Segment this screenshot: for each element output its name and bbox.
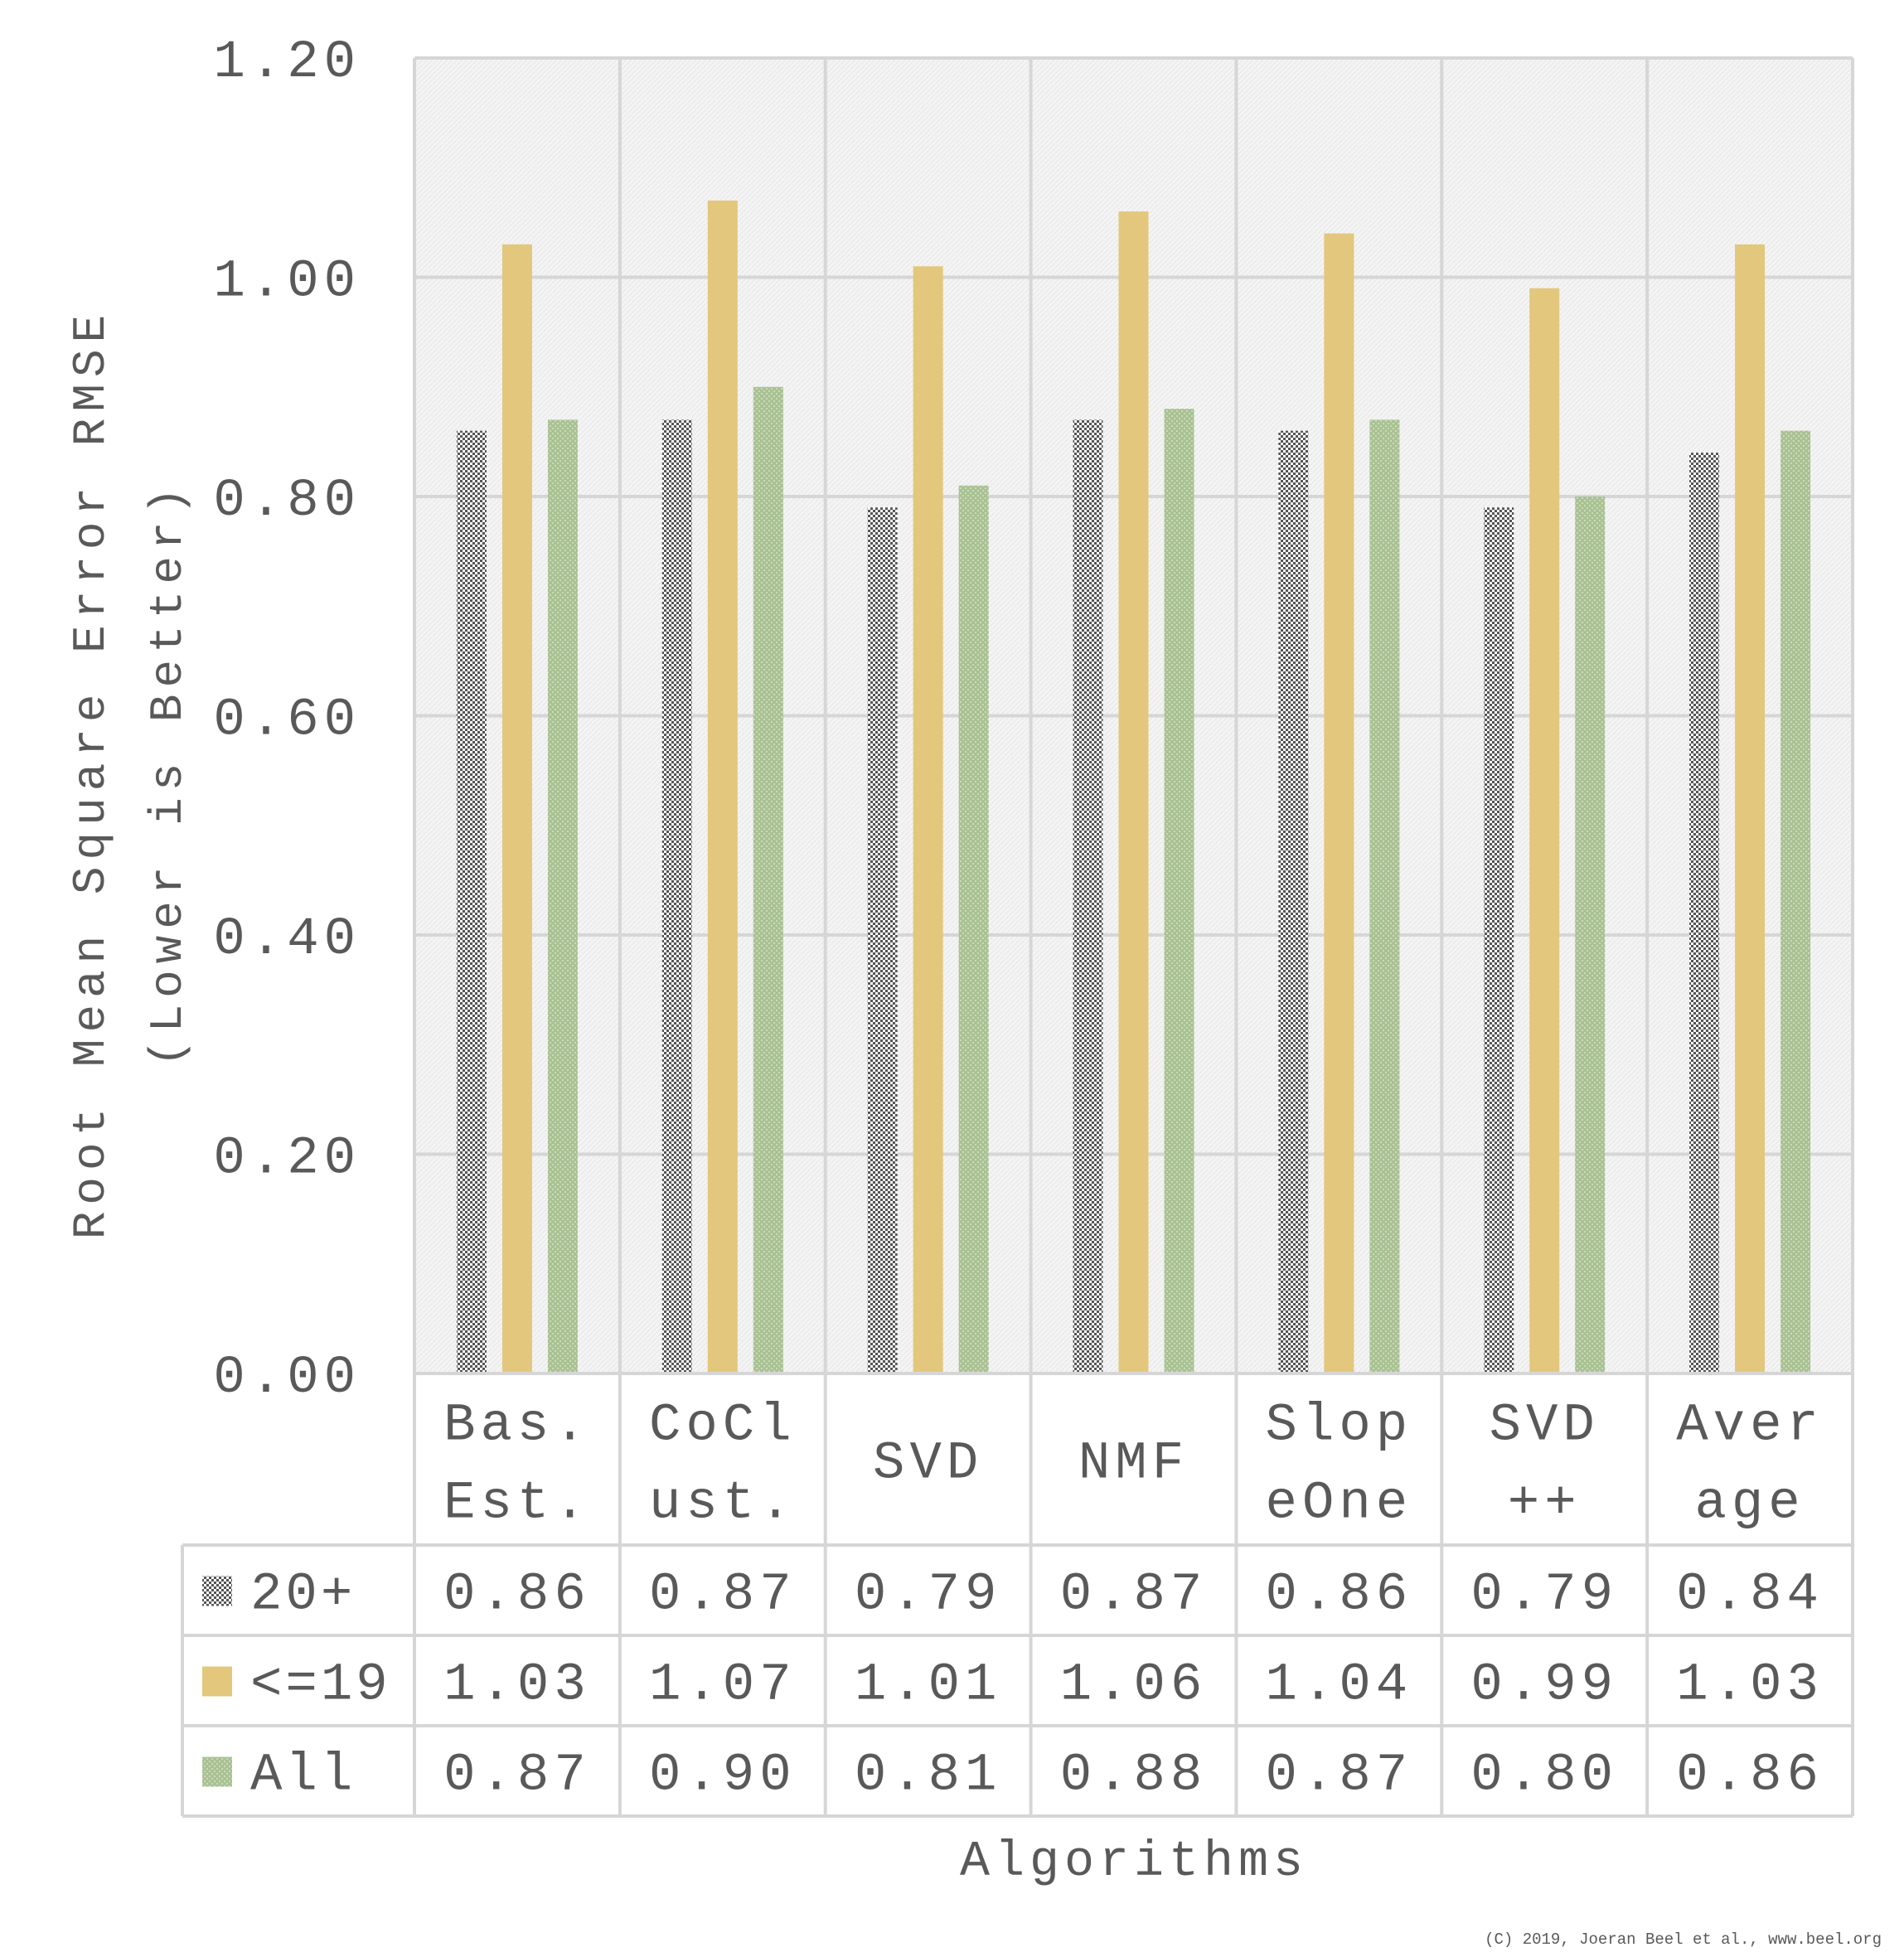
bar	[707, 200, 738, 1373]
copyright-footer: (C) 2019, Joeran Beel et al., www.beel.o…	[1485, 1930, 1882, 1949]
bar	[1529, 288, 1560, 1374]
bar	[547, 419, 578, 1373]
data-table: Bas. Est. CoCl ust. SVD NMF Slop eOne SVD ++ Aver a…	[181, 1372, 1854, 1818]
legend-swatch	[202, 1756, 232, 1787]
bar	[456, 430, 487, 1373]
data-label: 0.90	[649, 1746, 797, 1806]
y-tick-label: 0.80	[213, 472, 361, 531]
data-label: 0.99	[1470, 1656, 1618, 1716]
legend-label: <=19	[250, 1656, 391, 1716]
bar	[753, 386, 783, 1373]
bar	[1689, 453, 1720, 1373]
y-tick-label: 0.20	[213, 1130, 361, 1189]
bar	[1735, 244, 1766, 1374]
data-label: 0.87	[1060, 1566, 1208, 1625]
legend-swatch	[202, 1666, 232, 1697]
bar	[661, 419, 692, 1373]
legend-swatch	[202, 1576, 232, 1606]
x-tick-label: ust.	[649, 1475, 797, 1534]
data-label: 0.86	[1266, 1566, 1413, 1625]
x-tick-label: NMF	[1078, 1435, 1189, 1494]
x-tick-label: age	[1694, 1475, 1805, 1534]
y-axis-label-line1: Root Mean Square Error RMSE	[65, 308, 118, 1239]
data-label: 1.03	[1676, 1656, 1824, 1716]
data-label: 0.79	[855, 1566, 1002, 1625]
bar	[1118, 211, 1149, 1373]
data-label: 0.88	[1060, 1746, 1208, 1806]
y-axis-ticks: 0.00 0.20 0.40 0.60 0.80 1.00 1.20	[213, 33, 361, 1408]
y-tick-label: 0.60	[213, 691, 361, 751]
bar	[1278, 430, 1309, 1373]
bar	[1369, 419, 1400, 1373]
y-tick-label: 1.00	[213, 253, 361, 312]
bar	[913, 266, 943, 1373]
data-label: 0.86	[1676, 1746, 1824, 1806]
data-label: 1.03	[443, 1656, 591, 1716]
data-label: 1.06	[1060, 1656, 1208, 1716]
data-label: 0.80	[1470, 1746, 1618, 1806]
bar	[1324, 233, 1354, 1374]
y-tick-label: 0.40	[213, 910, 361, 970]
bar	[958, 485, 989, 1373]
x-tick-label: Est.	[443, 1475, 591, 1534]
data-label: 0.79	[1470, 1566, 1618, 1625]
bar	[867, 507, 898, 1373]
bar	[1484, 507, 1514, 1373]
data-label: 0.87	[1266, 1746, 1413, 1806]
data-label: 0.86	[443, 1566, 591, 1625]
x-tick-label: Aver	[1676, 1397, 1824, 1456]
bar	[1164, 409, 1194, 1374]
bar	[501, 244, 532, 1374]
data-label: 1.04	[1266, 1656, 1413, 1716]
x-axis-label: Algorithms	[960, 1834, 1308, 1891]
x-tick-label: Bas.	[443, 1397, 591, 1456]
data-label: 1.01	[855, 1656, 1002, 1716]
x-tick-label: SVD	[873, 1435, 983, 1494]
legend-label: All	[250, 1746, 356, 1806]
bars	[456, 200, 1811, 1374]
data-label: 0.87	[443, 1746, 591, 1806]
x-tick-label: Slop	[1266, 1397, 1413, 1456]
data-label: 0.84	[1676, 1566, 1824, 1625]
y-tick-label: 0.00	[213, 1349, 361, 1408]
data-label: 0.81	[855, 1746, 1002, 1806]
y-axis-label-line2: (Lower is Better)	[142, 481, 195, 1067]
x-tick-label: eOne	[1266, 1475, 1413, 1534]
bar	[1073, 419, 1103, 1373]
data-label: 0.87	[649, 1566, 797, 1625]
x-tick-label: ++	[1508, 1475, 1582, 1534]
x-tick-label: SVD	[1490, 1397, 1600, 1456]
legend-label: 20+	[250, 1566, 356, 1625]
y-tick-label: 1.20	[213, 33, 361, 93]
data-label: 1.07	[649, 1656, 797, 1716]
bar	[1780, 430, 1811, 1373]
x-tick-label: CoCl	[649, 1397, 797, 1456]
bar	[1575, 497, 1606, 1373]
